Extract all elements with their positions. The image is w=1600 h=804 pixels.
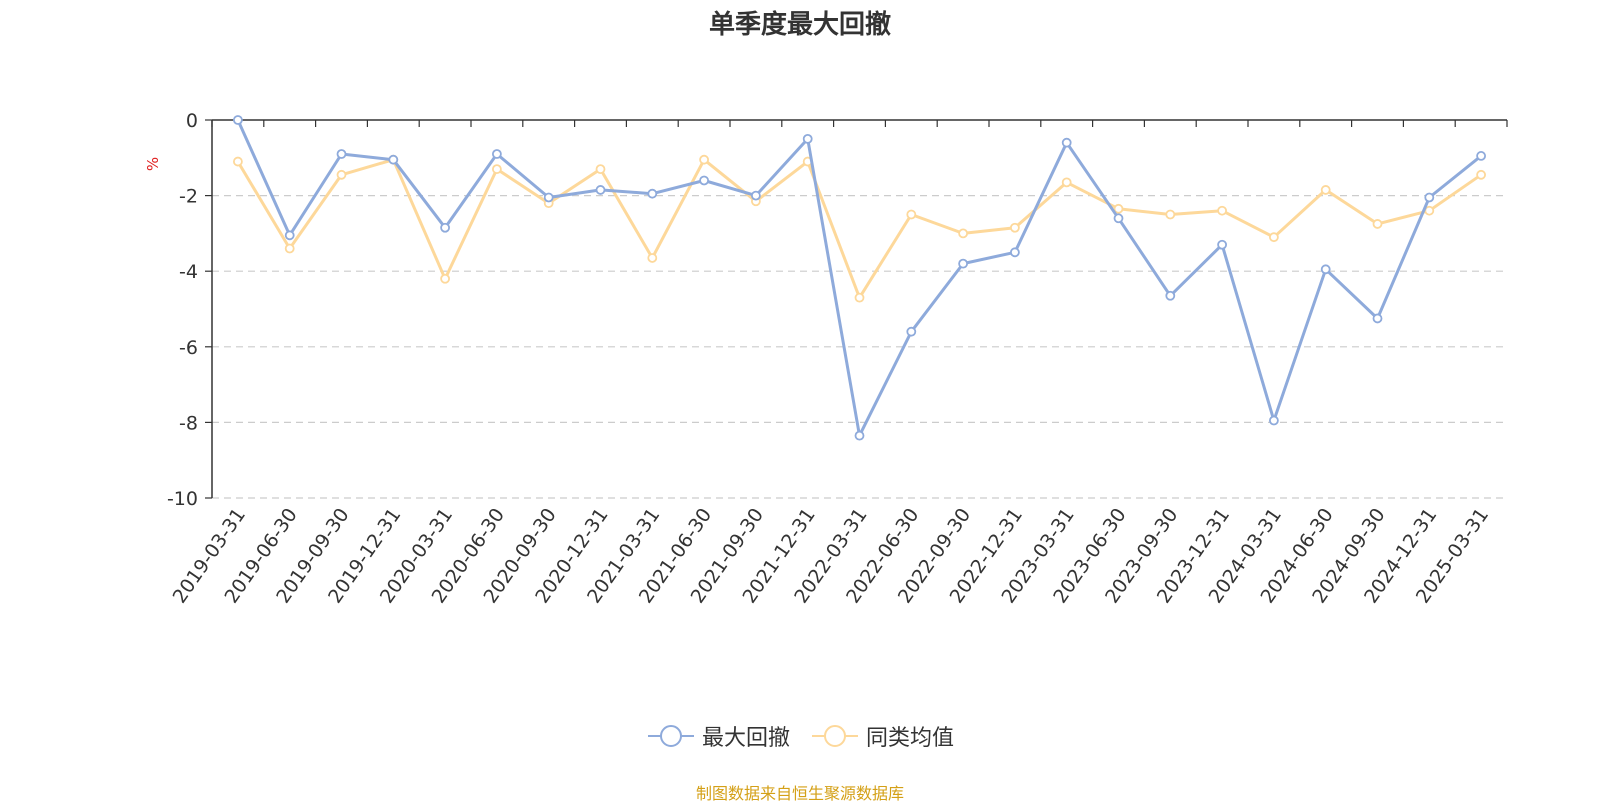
data-point <box>958 258 968 269</box>
data-source-note: 制图数据来自恒生聚源数据库 <box>695 784 904 803</box>
data-point <box>1061 137 1072 148</box>
series <box>232 115 1486 441</box>
data-point <box>595 185 606 195</box>
series-line <box>236 158 1482 300</box>
data-point <box>906 326 917 337</box>
legend-label-max-drawdown: 最大回撤 <box>701 726 790 751</box>
data-point <box>802 133 813 144</box>
data-point <box>1165 209 1176 220</box>
data-point <box>284 230 295 241</box>
data-point <box>1165 290 1176 301</box>
data-point <box>647 253 658 263</box>
data-point <box>543 192 554 203</box>
data-point <box>1061 177 1072 188</box>
data-point <box>958 228 968 239</box>
legend-marker-peer-average <box>812 725 858 747</box>
y-tick-label: -10 <box>167 488 198 510</box>
y-tick-label: 0 <box>186 110 198 132</box>
series-peer-average <box>232 154 1486 303</box>
data-point <box>1113 203 1124 214</box>
data-point <box>1372 219 1383 229</box>
data-point <box>1010 247 1020 258</box>
data-point <box>1269 415 1279 426</box>
y-axis-unit-label: % <box>144 157 162 171</box>
data-point <box>336 149 347 159</box>
chart-title: 单季度最大回撤 <box>708 10 891 40</box>
data-point <box>388 154 399 165</box>
data-point <box>232 115 243 125</box>
legend-label-peer-average: 同类均值 <box>866 726 955 751</box>
data-point <box>1320 185 1331 195</box>
series-line <box>236 119 1483 438</box>
legend: 最大回撤 同类均值 <box>0 720 1600 752</box>
data-point <box>491 164 502 175</box>
data-point <box>906 209 917 220</box>
data-point <box>647 188 658 199</box>
data-point <box>1010 222 1020 233</box>
data-point <box>1476 151 1486 161</box>
data-point <box>1372 313 1383 324</box>
data-point <box>1269 232 1279 243</box>
data-point <box>336 169 347 180</box>
data-point <box>440 222 451 233</box>
data-point <box>1476 169 1486 180</box>
data-point <box>595 164 606 175</box>
y-tick-label: -2 <box>179 186 198 208</box>
y-tick-label: -8 <box>179 412 198 434</box>
data-point <box>699 154 709 165</box>
legend-item-peer-average[interactable]: 同类均值 <box>810 720 954 752</box>
data-point <box>440 273 451 284</box>
y-tick-label: -4 <box>179 261 198 283</box>
data-point <box>1113 213 1124 224</box>
legend-marker-max-drawdown <box>647 725 694 747</box>
data-point <box>1320 264 1331 275</box>
axes: 0-2-4-6-8-102019-03-312019-06-302019-09-… <box>167 110 1508 607</box>
data-point <box>854 292 865 303</box>
data-point <box>699 175 709 186</box>
data-point <box>232 156 243 167</box>
data-point <box>284 243 295 254</box>
data-point <box>1424 192 1435 203</box>
data-point <box>491 149 502 159</box>
data-point <box>854 430 865 441</box>
series-max-drawdown <box>232 115 1486 441</box>
data-point <box>751 190 761 201</box>
grid-lines <box>212 195 1507 499</box>
legend-item-max-drawdown[interactable]: 最大回撤 <box>646 720 790 752</box>
data-point <box>1424 205 1435 216</box>
y-tick-label: -6 <box>179 337 198 359</box>
data-point <box>1217 205 1227 216</box>
data-point <box>1217 239 1227 250</box>
